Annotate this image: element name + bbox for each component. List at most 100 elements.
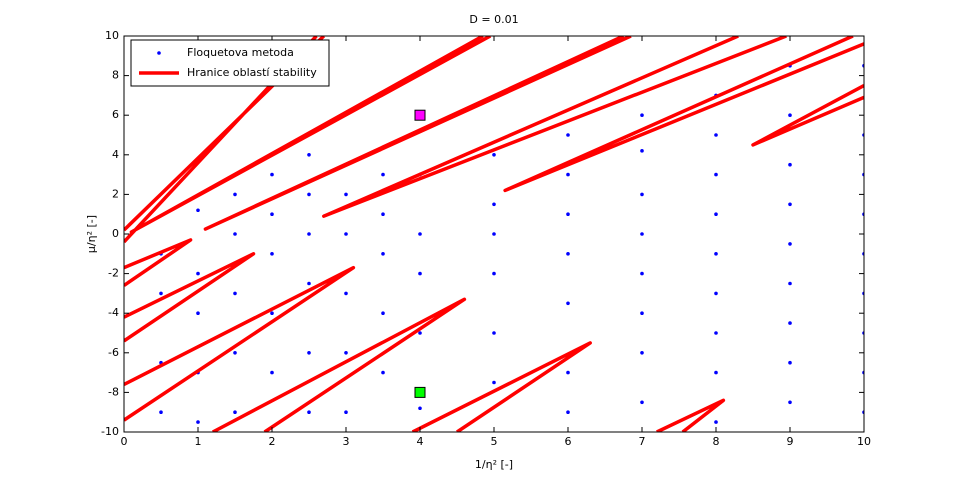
point — [788, 321, 792, 325]
y-axis-label: μ/η² [-] — [85, 215, 98, 253]
legend: Floquetova metoda Hranice oblastí stabili… — [130, 39, 330, 87]
point — [640, 113, 644, 117]
point — [233, 351, 237, 355]
point — [640, 192, 644, 197]
point — [566, 370, 570, 375]
point — [640, 311, 644, 316]
point — [788, 360, 792, 365]
point — [788, 113, 792, 117]
point — [492, 202, 496, 207]
point — [270, 311, 274, 316]
point — [196, 420, 200, 424]
y-tick-label: -6 — [108, 346, 119, 359]
point — [640, 400, 644, 405]
x-tick-label: 10 — [857, 435, 871, 448]
legend-label: Hranice oblastí stability — [187, 66, 317, 79]
point — [307, 281, 311, 286]
point — [196, 208, 200, 213]
point — [714, 212, 718, 216]
x-tick-label: 8 — [713, 435, 720, 448]
point — [418, 331, 422, 335]
point — [714, 172, 718, 177]
point — [788, 202, 792, 207]
point — [788, 162, 792, 167]
point — [714, 370, 718, 375]
x-tick-label: 6 — [565, 435, 572, 448]
point — [270, 172, 274, 177]
point — [307, 351, 311, 355]
x-tick-label: 2 — [269, 435, 276, 448]
y-tick-label: -8 — [108, 385, 119, 398]
y-tick-label: 2 — [112, 187, 119, 200]
y-tick-label: 10 — [105, 29, 119, 42]
point — [344, 232, 348, 236]
x-axis-label: 1/η² [-] — [475, 458, 513, 471]
x-tick-label: 3 — [343, 435, 350, 448]
point — [159, 291, 163, 296]
point — [344, 192, 348, 197]
point — [788, 242, 792, 246]
point — [381, 212, 385, 216]
point — [381, 370, 385, 375]
point — [566, 172, 570, 177]
marker-square — [414, 386, 426, 398]
y-tick-label: -10 — [101, 425, 119, 438]
point — [640, 232, 644, 236]
point — [307, 232, 311, 236]
point — [196, 271, 200, 276]
point — [492, 331, 496, 335]
point — [344, 291, 348, 296]
point — [233, 232, 237, 236]
point — [344, 351, 348, 355]
point — [418, 232, 422, 236]
chart-title: D = 0.01 — [469, 13, 518, 26]
point — [270, 212, 274, 216]
point — [344, 410, 348, 415]
point — [788, 281, 792, 286]
y-tick-label: 0 — [112, 227, 119, 240]
point — [640, 271, 644, 276]
y-tick-label: 8 — [112, 69, 119, 82]
legend-swatch — [157, 51, 161, 55]
x-tick-label: 1 — [195, 435, 202, 448]
point — [714, 133, 718, 137]
point — [492, 232, 496, 236]
point — [714, 420, 718, 424]
legend-label: Floquetova metoda — [187, 46, 294, 59]
x-tick-label: 7 — [639, 435, 646, 448]
marker-square — [414, 109, 426, 121]
x-tick-label: 0 — [121, 435, 128, 448]
point — [492, 271, 496, 276]
point — [418, 406, 422, 411]
y-tick-label: -4 — [108, 306, 119, 319]
point — [714, 331, 718, 335]
point — [418, 271, 422, 276]
point — [566, 133, 570, 137]
point — [492, 380, 496, 385]
point — [270, 370, 274, 375]
point — [196, 311, 200, 316]
point — [492, 153, 496, 157]
point — [307, 153, 311, 157]
legend-box — [130, 39, 330, 87]
point — [640, 351, 644, 355]
point — [714, 252, 718, 256]
point — [381, 172, 385, 177]
point — [233, 291, 237, 296]
point — [381, 252, 385, 256]
point — [640, 149, 644, 153]
point — [566, 212, 570, 216]
point — [270, 252, 274, 256]
y-tick-label: 4 — [112, 148, 119, 161]
boundary-line — [124, 36, 864, 432]
x-tick-label: 5 — [491, 435, 498, 448]
point — [566, 252, 570, 256]
x-tick-label: 9 — [787, 435, 794, 448]
y-tick-label: -2 — [108, 267, 119, 280]
axes: 0 1 2 3 4 5 6 7 8 9 10 -10 -8 -6 -4 -2 0 2 4 6 8 10 — [101, 29, 871, 448]
point — [307, 192, 311, 197]
point — [381, 311, 385, 316]
point — [788, 400, 792, 405]
point — [566, 301, 570, 306]
